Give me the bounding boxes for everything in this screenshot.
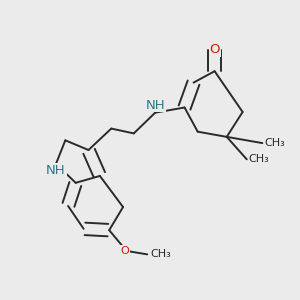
Text: NH: NH (146, 99, 165, 112)
Text: O: O (209, 43, 220, 56)
Text: CH₃: CH₃ (150, 249, 171, 260)
Text: CH₃: CH₃ (264, 138, 285, 148)
Text: NH: NH (46, 164, 66, 177)
Text: O: O (120, 246, 129, 256)
Text: CH₃: CH₃ (249, 154, 270, 164)
